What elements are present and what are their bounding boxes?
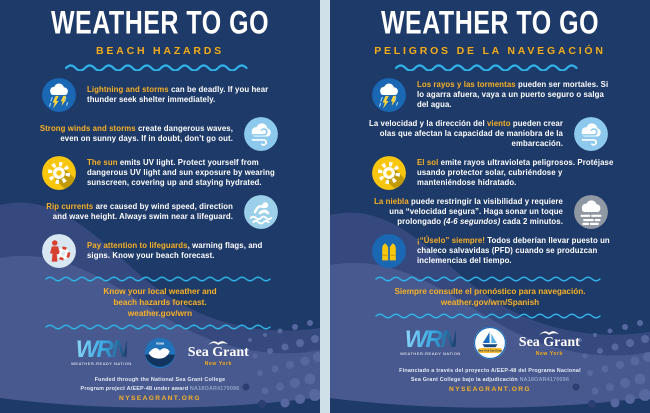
hazard-item-wind: Strong winds and storms create dangerous… [0, 117, 320, 151]
poster-subtitle: BEACH HAZARDS [96, 45, 224, 57]
wind-icon [244, 117, 278, 151]
hazard-item-lightning: Lightning and storms can be deadly. If y… [0, 78, 320, 112]
sun-icon [42, 156, 76, 190]
dot-pattern [248, 320, 320, 408]
gull-icon [539, 331, 560, 336]
lifeguard-icon [42, 234, 76, 268]
fog-icon [574, 195, 608, 229]
hazard-item-life-vest: ¡“Úselo” siempre! Todos deberían llevar … [330, 234, 650, 268]
lightning-storm-icon [42, 78, 76, 112]
hazard-text: ¡“Úselo” siempre! Todos deberían llevar … [417, 235, 610, 266]
forecast-callout: Know your local weather and beach hazard… [44, 275, 276, 330]
callout-url: weather.gov/wrn/Spanish [440, 298, 540, 308]
wavy-divider [375, 276, 601, 282]
weather-ready-nation-logo: WRN WEATHER-READY NATION [400, 325, 461, 357]
noaa-logo: noaa [144, 337, 175, 369]
funding-credit: Financiado a través del proyecto A/EEP-4… [399, 368, 581, 383]
hazard-text: Strong winds and storms create dangerous… [39, 123, 233, 143]
wrn-caption: WEATHER-READY NATION [71, 361, 132, 367]
gull-icon [208, 341, 229, 346]
hazard-list: Los rayos y las tormentas pueden ser mor… [330, 78, 650, 273]
award-number: NA18OAR4170096 [189, 385, 240, 392]
rip-current-swimmer-icon [244, 195, 278, 229]
poster-navigation-hazards: WEATHER TO GO PELIGROS DE LA NAVEGACIÓN … [330, 0, 650, 413]
hazard-item-wind: La velocidad y la dirección del viento p… [330, 117, 650, 151]
funding-credit: Funded through the National Sea Grant Co… [80, 377, 240, 392]
wrn-letters: WRN [75, 335, 129, 363]
lightning-storm-icon [372, 78, 406, 112]
hazard-item-fog: La niebla puede restringir la visibilida… [330, 195, 650, 229]
poster-beach-hazards: WEATHER TO GO BEACH HAZARDS Lightning an… [0, 0, 320, 413]
dot-pattern [578, 320, 650, 408]
hazard-text: The sun emits UV light. Protect yourself… [87, 157, 275, 188]
page-title: WEATHER TO GO [380, 5, 600, 42]
hazard-item-lightning: Los rayos y las tormentas pueden ser mor… [330, 78, 650, 112]
life-vest-icon [372, 234, 406, 268]
hazard-item-sun: El sol emite rayos ultravioleta peligros… [330, 156, 650, 190]
wrn-caption: WEATHER-READY NATION [400, 351, 461, 357]
partner-logos: WRN WEATHER-READY NATION New York Sea Gr… [400, 326, 580, 360]
website-url: NYSEAGRANT.ORG [449, 386, 531, 394]
hazard-text: Los rayos y las tormentas pueden ser mor… [417, 79, 609, 110]
svg-text:noaa: noaa [156, 342, 164, 346]
callout-line: Know your local weather and [103, 287, 217, 296]
hazard-text: La niebla puede restringir la visibilida… [374, 196, 563, 227]
boating-safety-badge: New York Sea Grant [473, 326, 506, 360]
hazard-item-sun: The sun emits UV light. Protect yourself… [0, 156, 320, 190]
sea-grant-newyork: New York [535, 351, 563, 358]
wavy-divider [45, 276, 271, 282]
sea-grant-logo: Sea Grant New York [188, 339, 249, 367]
sea-grant-newyork: New York [204, 361, 232, 368]
callout-line: beach hazards forecast. [113, 298, 207, 308]
partner-logos: WRN WEATHER-READY NATION noaa Sea Grant … [71, 337, 249, 369]
callout-line: Siempre consulte el pronóstico para nave… [394, 287, 586, 296]
wavy-divider [65, 64, 248, 71]
sea-grant-logo: Sea Grant New York [519, 329, 580, 357]
hazard-item-rip-currents: Rip currents are caused by wind speed, d… [0, 195, 320, 229]
page-title: WEATHER TO GO [50, 5, 270, 42]
wind-icon [574, 117, 608, 151]
sea-grant-wordmark: Sea Grant [518, 335, 580, 351]
hazard-text: Lightning and storms can be deadly. If y… [87, 84, 269, 104]
sea-grant-wordmark: Sea Grant [187, 345, 249, 361]
website-url: NYSEAGRANT.ORG [119, 395, 201, 403]
sun-icon [372, 156, 406, 190]
wavy-divider [375, 313, 601, 319]
hazard-text: Rip currents are caused by wind speed, d… [46, 201, 233, 221]
hazard-item-lifeguards: Pay attention to lifeguards, warning fla… [0, 234, 320, 268]
callout-url: weather.gov/wrn [127, 309, 193, 319]
wrn-letters: WRN [404, 325, 458, 353]
hazard-text: Pay attention to lifeguards, warning fla… [87, 240, 263, 260]
hazard-list: Lightning and storms can be deadly. If y… [0, 78, 320, 273]
wavy-divider [395, 64, 578, 71]
forecast-callout: Siempre consulte el pronóstico para nave… [374, 275, 606, 319]
wavy-divider [45, 324, 271, 330]
hazard-text: La velocidad y la dirección del viento p… [368, 118, 563, 149]
award-number: NA18OAR4170096 [519, 376, 570, 383]
weather-ready-nation-logo: WRN WEATHER-READY NATION [71, 335, 132, 367]
poster-subtitle: PELIGROS DE LA NAVEGACIÓN [374, 45, 606, 57]
svg-text:New York Sea Grant: New York Sea Grant [478, 349, 502, 353]
background-waves [0, 202, 320, 413]
hazard-text: El sol emite rayos ultravioleta peligros… [417, 157, 614, 188]
